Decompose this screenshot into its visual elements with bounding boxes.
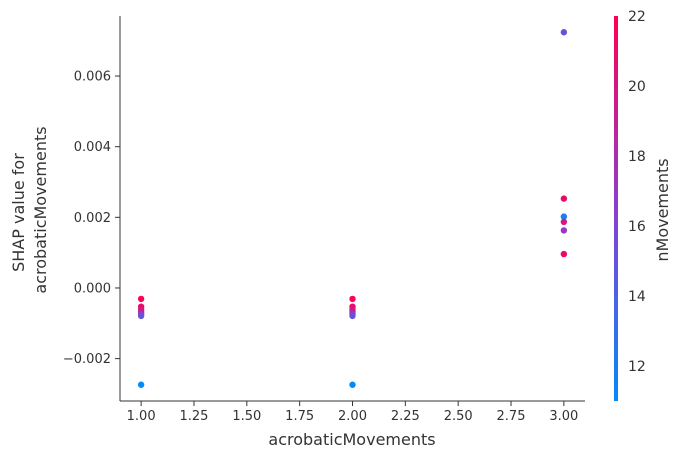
y-tick-label: 0.000 [74, 281, 111, 296]
colorbar: 12 14 16 18 20 22 nMovements [614, 9, 672, 401]
y-tick-label: −0.002 [63, 352, 111, 367]
y-tick-label: 0.006 [74, 70, 111, 85]
x-tick-label: 1.00 [127, 409, 156, 424]
scatter-point [560, 195, 568, 202]
x-axis-label: acrobaticMovements [268, 430, 435, 449]
scatter-points [137, 29, 568, 388]
scatter-point [137, 295, 145, 303]
y-axis-label-line-1: SHAP value for [9, 153, 28, 272]
y-axis-ticks: −0.002 0.000 0.002 0.004 0.006 [63, 70, 120, 367]
scatter-point [560, 218, 568, 226]
scatter-point [349, 381, 356, 388]
scatter-point [560, 227, 568, 234]
scatter-point [137, 312, 145, 320]
scatter-point [560, 250, 568, 258]
colorbar-gradient [614, 16, 618, 401]
colorbar-tick-label: 16 [628, 219, 646, 235]
y-tick-label: 0.004 [74, 140, 111, 155]
scatter-point [349, 312, 356, 320]
x-tick-label: 1.75 [285, 409, 314, 424]
x-tick-label: 2.25 [391, 409, 420, 424]
y-tick-label: 0.002 [74, 211, 111, 226]
scatter-point [560, 213, 568, 220]
colorbar-tick-label: 12 [628, 359, 646, 375]
x-tick-label: 2.50 [444, 409, 473, 424]
x-tick-label: 3.00 [549, 409, 578, 424]
colorbar-ticks: 12 14 16 18 20 22 [628, 9, 646, 375]
x-tick-label: 1.50 [232, 409, 261, 424]
colorbar-tick-label: 18 [628, 149, 646, 165]
scatter-point [349, 295, 356, 303]
colorbar-tick-label: 20 [628, 79, 646, 95]
colorbar-tick-label: 22 [628, 9, 646, 25]
y-axis-label: SHAP value for acrobaticMovements [9, 126, 50, 293]
x-axis-ticks: 1.00 1.25 1.50 1.75 2.00 2.25 2.50 2.75 3.00 [127, 401, 578, 424]
x-tick-label: 1.25 [180, 409, 209, 424]
colorbar-label: nMovements [653, 158, 672, 261]
x-tick-label: 2.75 [497, 409, 526, 424]
colorbar-tick-label: 14 [628, 289, 646, 305]
x-tick-label: 2.00 [338, 409, 367, 424]
y-axis-label-line-2: acrobaticMovements [31, 126, 50, 293]
scatter-point [560, 29, 568, 36]
scatter-point [137, 381, 145, 388]
